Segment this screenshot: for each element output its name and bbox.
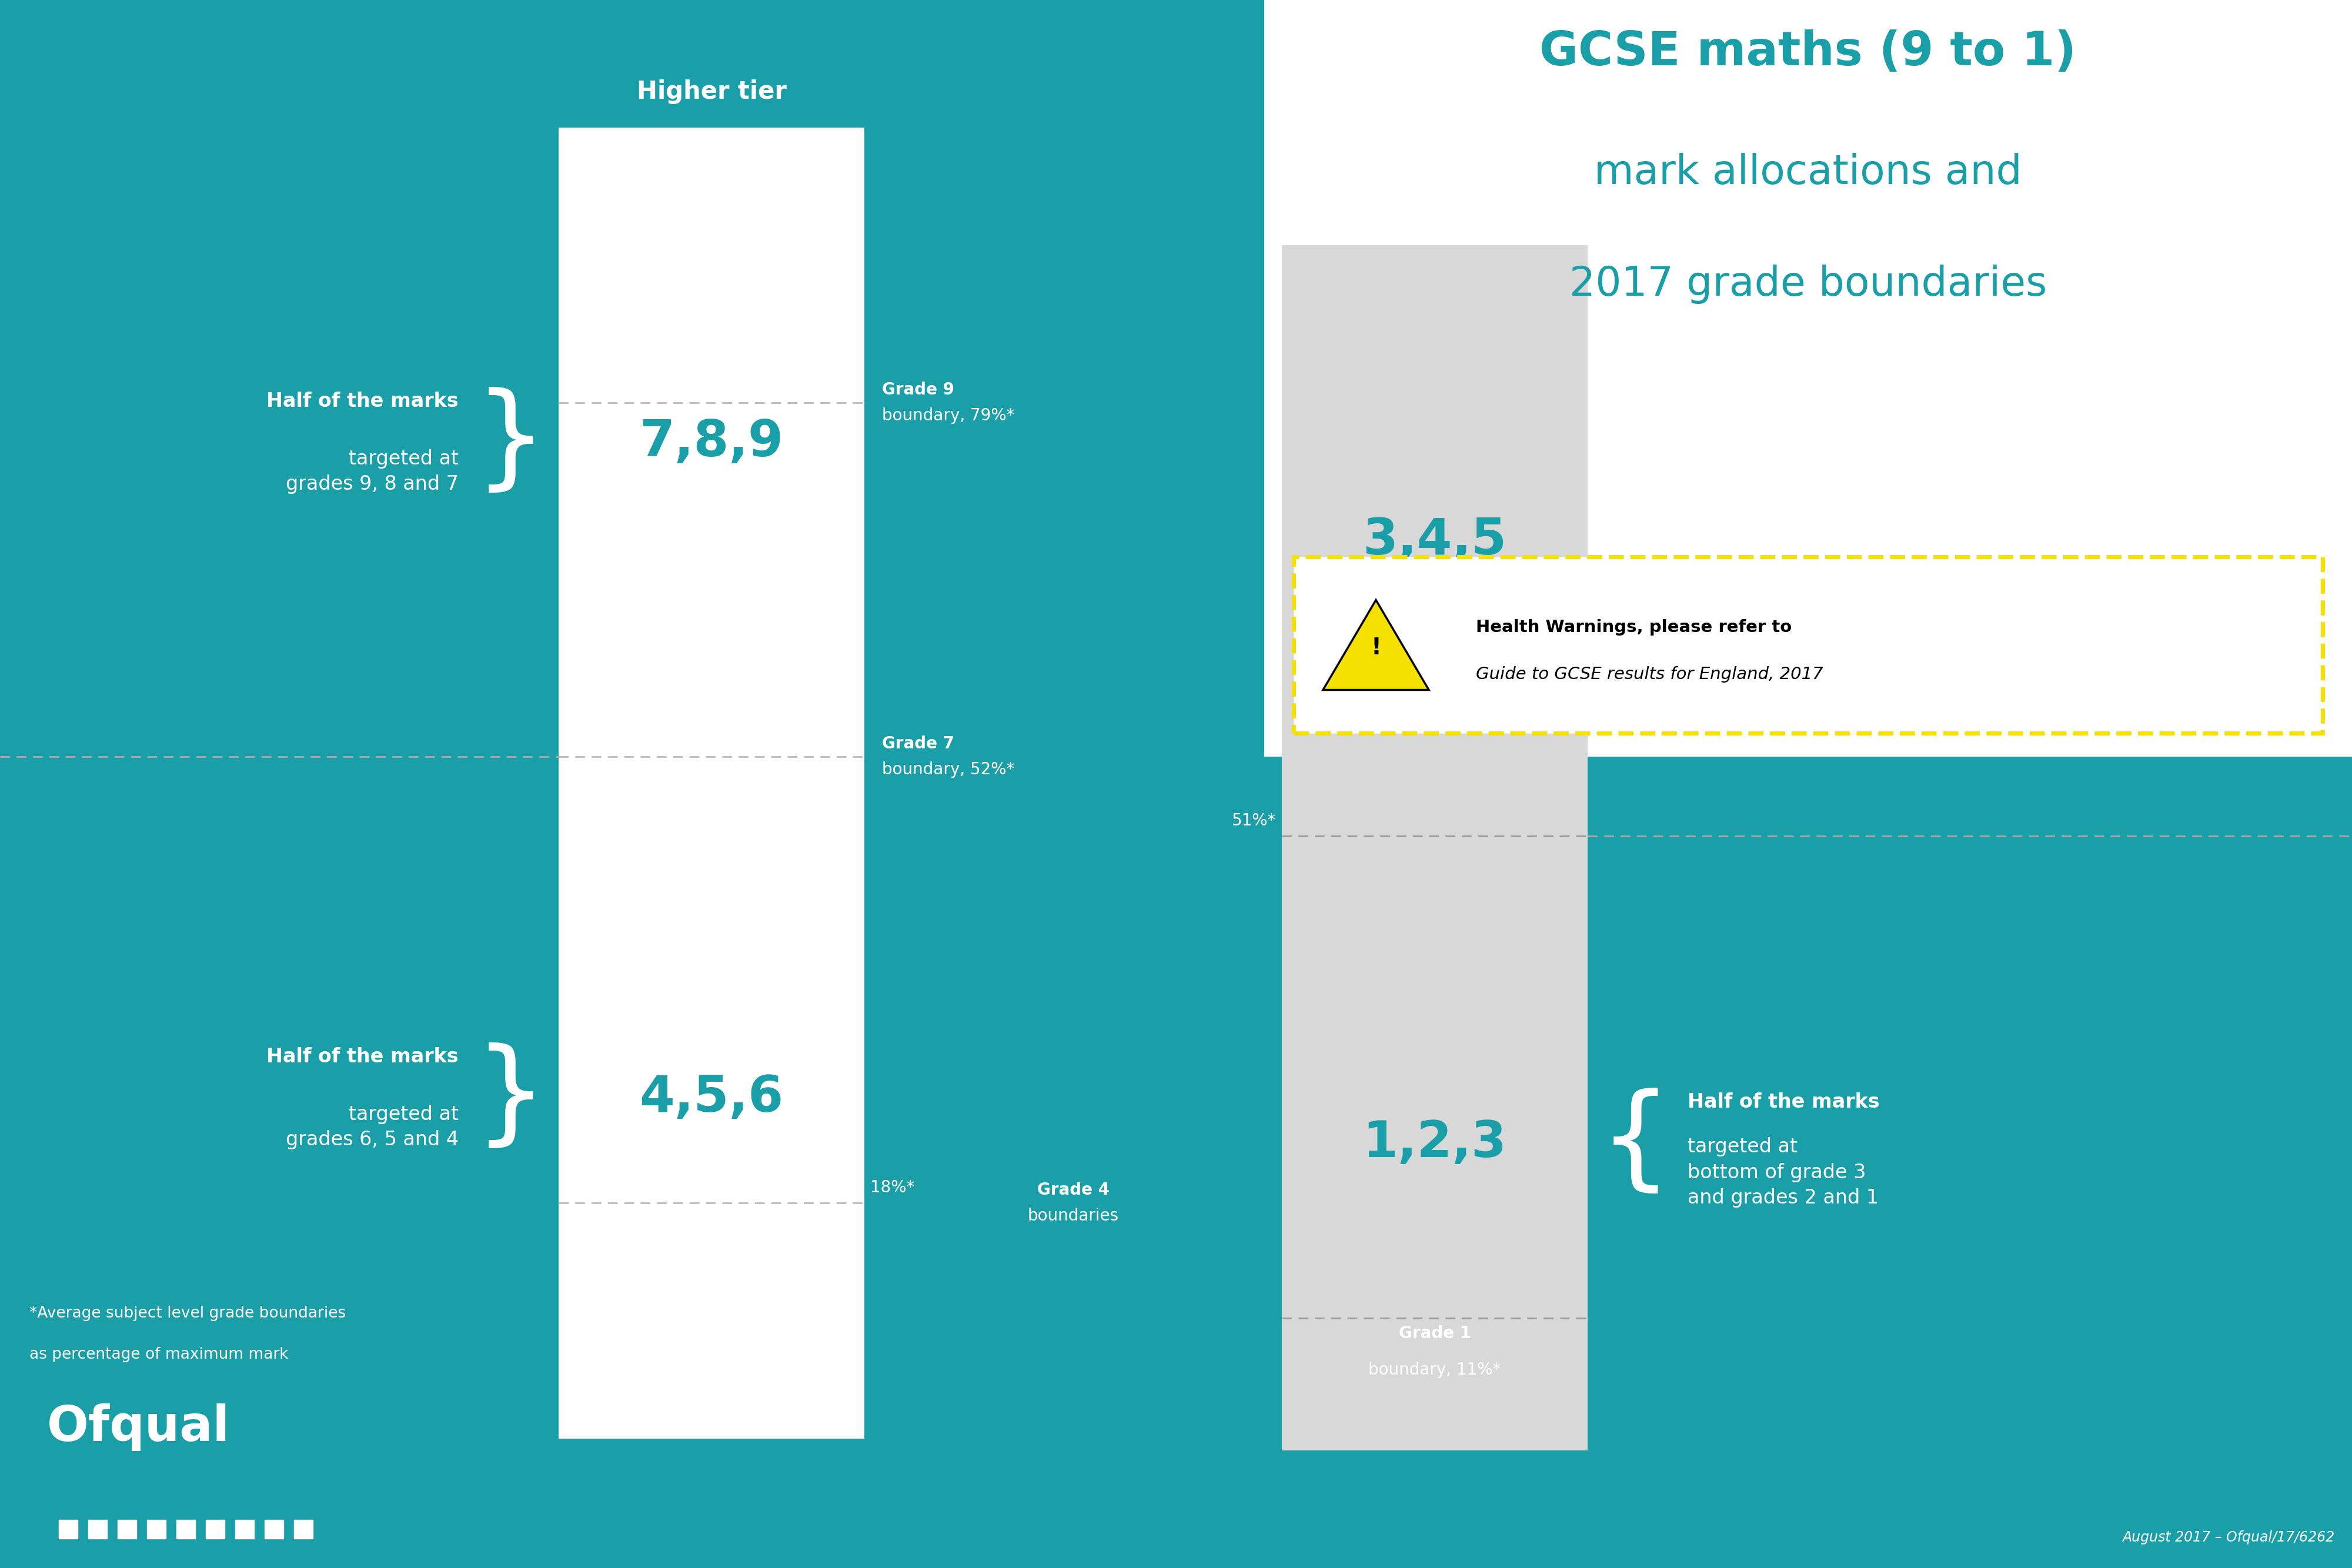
Text: Half of the marks: Half of the marks — [1689, 1093, 1879, 1112]
Text: GCSE maths (9 to 1): GCSE maths (9 to 1) — [1541, 30, 2077, 75]
Text: Ofqual: Ofqual — [47, 1403, 230, 1450]
Text: targeted at
grades 9, 8 and 7: targeted at grades 9, 8 and 7 — [287, 448, 459, 494]
Text: 2017 grade boundaries: 2017 grade boundaries — [1569, 265, 2046, 304]
Text: as percentage of maximum mark: as percentage of maximum mark — [28, 1347, 289, 1363]
Text: 51%*: 51%* — [1232, 812, 1275, 828]
Text: boundaries: boundaries — [1028, 1207, 1120, 1225]
FancyBboxPatch shape — [560, 127, 866, 1439]
Text: mark allocations and: mark allocations and — [1595, 152, 2023, 193]
Text: }: } — [475, 387, 548, 497]
Text: !: ! — [1371, 637, 1381, 659]
Bar — [89, 1519, 108, 1538]
Text: boundary, 11%*: boundary, 11%* — [1369, 1363, 1501, 1378]
Text: targeted at
grades 5, 4 and
top of grade 3: targeted at grades 5, 4 and top of grade… — [1689, 535, 1842, 605]
FancyBboxPatch shape — [1265, 0, 2352, 757]
Text: Grade 9: Grade 9 — [882, 381, 955, 398]
Text: {: { — [1599, 1088, 1672, 1198]
Text: August 2017 – Ofqual/17/6262: August 2017 – Ofqual/17/6262 — [2122, 1530, 2336, 1544]
Polygon shape — [1322, 601, 1428, 690]
Bar — [207, 1519, 226, 1538]
Text: targeted at
bottom of grade 3
and grades 2 and 1: targeted at bottom of grade 3 and grades… — [1689, 1137, 1879, 1207]
Text: 4,5,6: 4,5,6 — [640, 1074, 783, 1123]
Text: 18%*: 18%* — [870, 1179, 915, 1196]
Text: {: { — [1599, 485, 1672, 596]
Text: Grade 4: Grade 4 — [1037, 1182, 1110, 1198]
Text: Grade 7: Grade 7 — [882, 735, 955, 753]
Bar — [263, 1519, 282, 1538]
Text: Half of the marks: Half of the marks — [266, 1047, 459, 1066]
Text: *Average subject level grade boundaries: *Average subject level grade boundaries — [28, 1306, 346, 1322]
Text: Foundation tier: Foundation tier — [1336, 205, 1534, 227]
Text: targeted at
grades 6, 5 and 4: targeted at grades 6, 5 and 4 — [285, 1105, 459, 1149]
Bar — [176, 1519, 195, 1538]
Bar — [294, 1519, 313, 1538]
Text: Higher tier: Higher tier — [637, 80, 786, 103]
Text: 3,4,5: 3,4,5 — [1362, 516, 1508, 564]
Text: Guide to GCSE results for England, 2017: Guide to GCSE results for England, 2017 — [1477, 666, 1823, 682]
Text: Half of the marks: Half of the marks — [1689, 489, 1879, 510]
Text: 7,8,9: 7,8,9 — [640, 417, 783, 467]
Bar — [235, 1519, 254, 1538]
Text: Half of the marks: Half of the marks — [266, 392, 459, 411]
Bar — [146, 1519, 165, 1538]
Text: Grade 1: Grade 1 — [1399, 1325, 1470, 1341]
Text: boundary, 52%*: boundary, 52%* — [882, 762, 1014, 778]
Text: 1,2,3: 1,2,3 — [1362, 1118, 1508, 1168]
Text: }: } — [475, 1043, 548, 1152]
FancyBboxPatch shape — [1294, 557, 2324, 734]
Text: Health Warnings, please refer to: Health Warnings, please refer to — [1477, 619, 1792, 635]
FancyBboxPatch shape — [1282, 245, 1588, 1450]
Text: boundary, 79%*: boundary, 79%* — [882, 408, 1014, 423]
Bar — [59, 1519, 78, 1538]
Bar — [118, 1519, 136, 1538]
